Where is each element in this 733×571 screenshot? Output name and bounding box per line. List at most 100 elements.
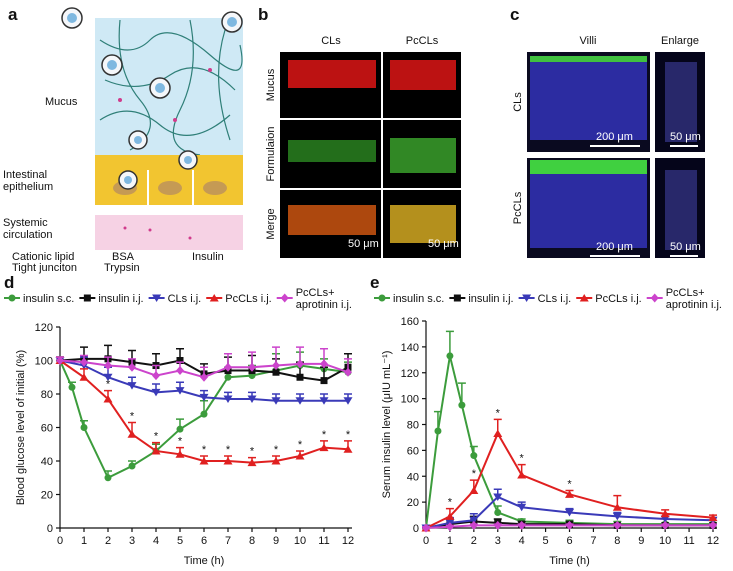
- panel-label: c: [510, 5, 519, 24]
- x-tick-label: 4: [153, 535, 159, 547]
- marker: [247, 458, 257, 467]
- significance-marker: *: [520, 453, 525, 465]
- marker: [517, 470, 527, 479]
- marker: [296, 359, 304, 369]
- x-tick-label: 5: [177, 535, 183, 547]
- x-tick-label: 5: [543, 535, 549, 547]
- marker: [565, 520, 574, 530]
- marker: [199, 457, 209, 465]
- series-line: [59, 360, 349, 480]
- y-tick-label: 160: [401, 316, 419, 328]
- marker: [565, 490, 574, 498]
- marker: [272, 368, 280, 376]
- significance-marker: *: [322, 429, 327, 441]
- row-label: PcCLs: [512, 191, 524, 224]
- marker: [103, 395, 113, 403]
- significance-marker: *: [496, 407, 501, 419]
- liposomes: [61, 7, 243, 190]
- scale-bar-label: 200 μm: [596, 131, 633, 143]
- marker: [343, 445, 353, 453]
- marker: [661, 520, 670, 530]
- scale-bar-label: 50 μm: [348, 238, 379, 250]
- row-label: Mucus: [265, 68, 277, 101]
- marker: [200, 410, 208, 418]
- x-tick-label: 7: [590, 535, 596, 547]
- legend-label: CLs i.j.: [538, 293, 572, 305]
- legend-marker: [209, 294, 219, 302]
- marker: [709, 520, 717, 530]
- marker: [223, 395, 233, 404]
- marker: [517, 503, 527, 512]
- marker: [660, 509, 670, 518]
- x-tick-label: 8: [249, 535, 255, 547]
- legend-marker: [579, 294, 589, 302]
- marker: [493, 520, 502, 530]
- marker: [104, 474, 112, 482]
- x-tick-label: 1: [447, 535, 453, 547]
- marker: [176, 366, 184, 376]
- marker: [175, 387, 185, 395]
- significance-marker: *: [250, 446, 255, 458]
- marker: [128, 462, 136, 470]
- scale-bar-label: 50 μm: [670, 241, 701, 253]
- marker: [200, 372, 208, 382]
- legend-marker: [280, 293, 289, 303]
- marker: [272, 361, 280, 371]
- marker: [79, 373, 89, 381]
- marker: [152, 371, 160, 381]
- microscopy-b: [280, 52, 461, 258]
- scale-bar-label: 200 μm: [596, 241, 633, 253]
- mucin-fibers: [99, 19, 243, 156]
- liposome-cores: [67, 13, 237, 184]
- marker: [247, 395, 257, 404]
- x-axis-title: Time (h): [184, 555, 225, 567]
- legend-label: insulin i.j.: [468, 293, 513, 305]
- marker: [224, 362, 232, 372]
- panel-label: e: [370, 273, 379, 292]
- marker: [493, 429, 503, 438]
- column-header: Villi: [580, 35, 597, 47]
- legend-text: Tight junciton: [12, 262, 77, 274]
- marker: [103, 373, 113, 382]
- significance-marker: *: [226, 444, 231, 456]
- legend-marker: [8, 294, 16, 302]
- legend-label: PcCLs+ aprotinin i.j.: [666, 287, 722, 311]
- x-tick-label: 3: [129, 535, 135, 547]
- marker: [708, 513, 718, 522]
- significance-marker: *: [472, 468, 477, 480]
- marker: [295, 397, 305, 405]
- legend-label: insulin i.j.: [98, 293, 143, 305]
- y-tick-label: 80: [41, 389, 53, 401]
- x-tick-label: 8: [614, 535, 620, 547]
- x-tick-label: 10: [294, 535, 306, 547]
- legend-marker: [378, 294, 386, 302]
- y-tick-label: 40: [41, 456, 53, 468]
- series-line: [425, 355, 713, 529]
- x-tick-label: 11: [318, 535, 329, 547]
- marker: [151, 446, 161, 455]
- x-tick-label: 9: [273, 535, 279, 547]
- y-tick-label: 140: [401, 342, 419, 354]
- marker: [56, 356, 64, 365]
- y-tick-label: 80: [407, 420, 419, 432]
- column-header: PcCLs: [406, 35, 439, 47]
- marker: [344, 367, 352, 377]
- x-tick-label: 3: [495, 535, 501, 547]
- y-axis-title: Serum insulin level (μIU mL⁻¹): [381, 351, 393, 499]
- panel-label: d: [4, 273, 14, 292]
- significance-marker: *: [346, 429, 351, 441]
- row-label: CLs: [512, 92, 524, 112]
- marker: [271, 457, 281, 465]
- marker: [445, 512, 455, 520]
- legend-marker: [650, 293, 659, 303]
- marker: [445, 522, 454, 532]
- marker: [176, 357, 184, 364]
- row-label: Merge: [265, 208, 277, 239]
- y-tick-label: 120: [35, 322, 53, 334]
- x-tick-label: 12: [342, 535, 354, 547]
- column-header: Enlarge: [661, 35, 699, 47]
